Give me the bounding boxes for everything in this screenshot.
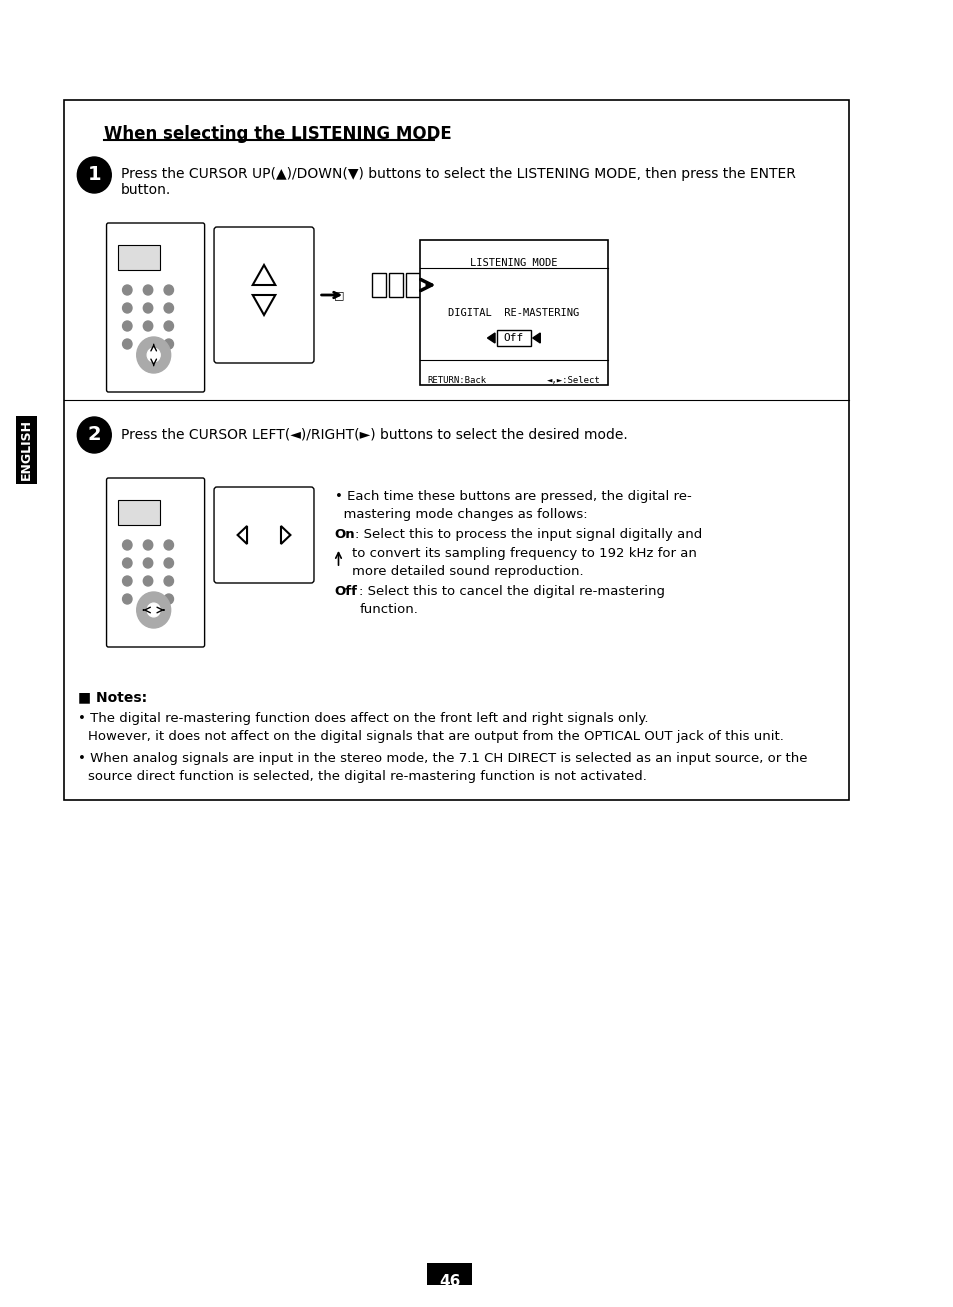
Text: When selecting the LISTENING MODE: When selecting the LISTENING MODE bbox=[104, 125, 451, 142]
Circle shape bbox=[326, 281, 353, 308]
FancyBboxPatch shape bbox=[213, 488, 314, 583]
Circle shape bbox=[164, 285, 173, 295]
Text: Off: Off bbox=[335, 586, 357, 599]
Circle shape bbox=[143, 540, 152, 550]
Circle shape bbox=[164, 322, 173, 331]
Text: ■ Notes:: ■ Notes: bbox=[78, 690, 147, 704]
Circle shape bbox=[164, 303, 173, 312]
Text: : Select this to cancel the digital re-mastering: : Select this to cancel the digital re-m… bbox=[359, 586, 664, 599]
Circle shape bbox=[143, 558, 152, 569]
Text: • The digital re-mastering function does affect on the front left and right sign: • The digital re-mastering function does… bbox=[78, 712, 648, 725]
Circle shape bbox=[143, 285, 152, 295]
Polygon shape bbox=[237, 525, 247, 544]
Circle shape bbox=[147, 603, 160, 617]
Circle shape bbox=[143, 576, 152, 586]
Circle shape bbox=[164, 558, 173, 569]
Bar bbox=[118, 501, 160, 525]
Text: more detailed sound reproduction.: more detailed sound reproduction. bbox=[352, 565, 582, 578]
Circle shape bbox=[143, 303, 152, 312]
Circle shape bbox=[122, 339, 132, 349]
Circle shape bbox=[143, 593, 152, 604]
Text: source direct function is selected, the digital re-mastering function is not act: source direct function is selected, the … bbox=[88, 770, 646, 783]
Bar bbox=[497, 329, 530, 346]
Circle shape bbox=[164, 540, 173, 550]
Circle shape bbox=[164, 593, 173, 604]
Text: 46: 46 bbox=[438, 1274, 460, 1289]
FancyBboxPatch shape bbox=[107, 223, 204, 392]
Circle shape bbox=[147, 348, 160, 362]
Polygon shape bbox=[487, 333, 495, 342]
Circle shape bbox=[122, 303, 132, 312]
Circle shape bbox=[164, 576, 173, 586]
Text: ENGLISH: ENGLISH bbox=[20, 420, 32, 481]
FancyBboxPatch shape bbox=[107, 478, 204, 647]
Circle shape bbox=[122, 322, 132, 331]
Text: LISTENING MODE: LISTENING MODE bbox=[470, 257, 558, 268]
Text: Press the CURSOR UP(▲)/DOWN(▼) buttons to select the LISTENING MODE, then press : Press the CURSOR UP(▲)/DOWN(▼) buttons t… bbox=[121, 167, 795, 197]
Text: On: On bbox=[335, 528, 355, 541]
FancyBboxPatch shape bbox=[213, 227, 314, 363]
Text: Off: Off bbox=[503, 333, 523, 342]
Circle shape bbox=[164, 339, 173, 349]
Bar bbox=[372, 273, 385, 297]
Text: : Select this to process the input signal digitally and: : Select this to process the input signa… bbox=[355, 528, 702, 541]
Text: However, it does not affect on the digital signals that are output from the OPTI: However, it does not affect on the digit… bbox=[88, 731, 782, 742]
Polygon shape bbox=[253, 265, 275, 285]
Circle shape bbox=[122, 593, 132, 604]
Circle shape bbox=[122, 285, 132, 295]
Text: 2: 2 bbox=[88, 426, 101, 444]
Circle shape bbox=[77, 417, 112, 454]
Circle shape bbox=[143, 322, 152, 331]
Text: to convert its sampling frequency to 192 kHz for an: to convert its sampling frequency to 192… bbox=[352, 548, 696, 559]
Text: function.: function. bbox=[359, 603, 417, 616]
Polygon shape bbox=[532, 333, 539, 342]
Polygon shape bbox=[281, 525, 290, 544]
Circle shape bbox=[136, 592, 171, 627]
Bar bbox=[419, 240, 607, 386]
Circle shape bbox=[136, 337, 171, 372]
Text: RETURN:Back: RETURN:Back bbox=[427, 376, 486, 386]
Bar bbox=[118, 244, 160, 271]
Text: Press the CURSOR LEFT(◄)/RIGHT(►) buttons to select the desired mode.: Press the CURSOR LEFT(◄)/RIGHT(►) button… bbox=[121, 427, 627, 442]
Text: • When analog signals are input in the stereo mode, the 7.1 CH DIRECT is selecte: • When analog signals are input in the s… bbox=[78, 752, 807, 765]
Text: • Each time these buttons are pressed, the digital re-: • Each time these buttons are pressed, t… bbox=[335, 490, 691, 503]
Circle shape bbox=[122, 540, 132, 550]
Text: 1: 1 bbox=[88, 166, 101, 184]
Polygon shape bbox=[253, 295, 275, 315]
Text: DIGITAL  RE-MASTERING: DIGITAL RE-MASTERING bbox=[448, 308, 578, 318]
Bar bbox=[406, 273, 419, 297]
Text: mastering mode changes as follows:: mastering mode changes as follows: bbox=[335, 508, 587, 521]
Circle shape bbox=[122, 558, 132, 569]
Text: ◄,►:Select: ◄,►:Select bbox=[546, 376, 600, 386]
Bar bbox=[389, 273, 402, 297]
Circle shape bbox=[77, 157, 112, 193]
Bar bbox=[64, 101, 848, 800]
Circle shape bbox=[143, 339, 152, 349]
Bar bbox=[427, 1263, 472, 1285]
Circle shape bbox=[122, 576, 132, 586]
Text: □: □ bbox=[334, 290, 344, 301]
